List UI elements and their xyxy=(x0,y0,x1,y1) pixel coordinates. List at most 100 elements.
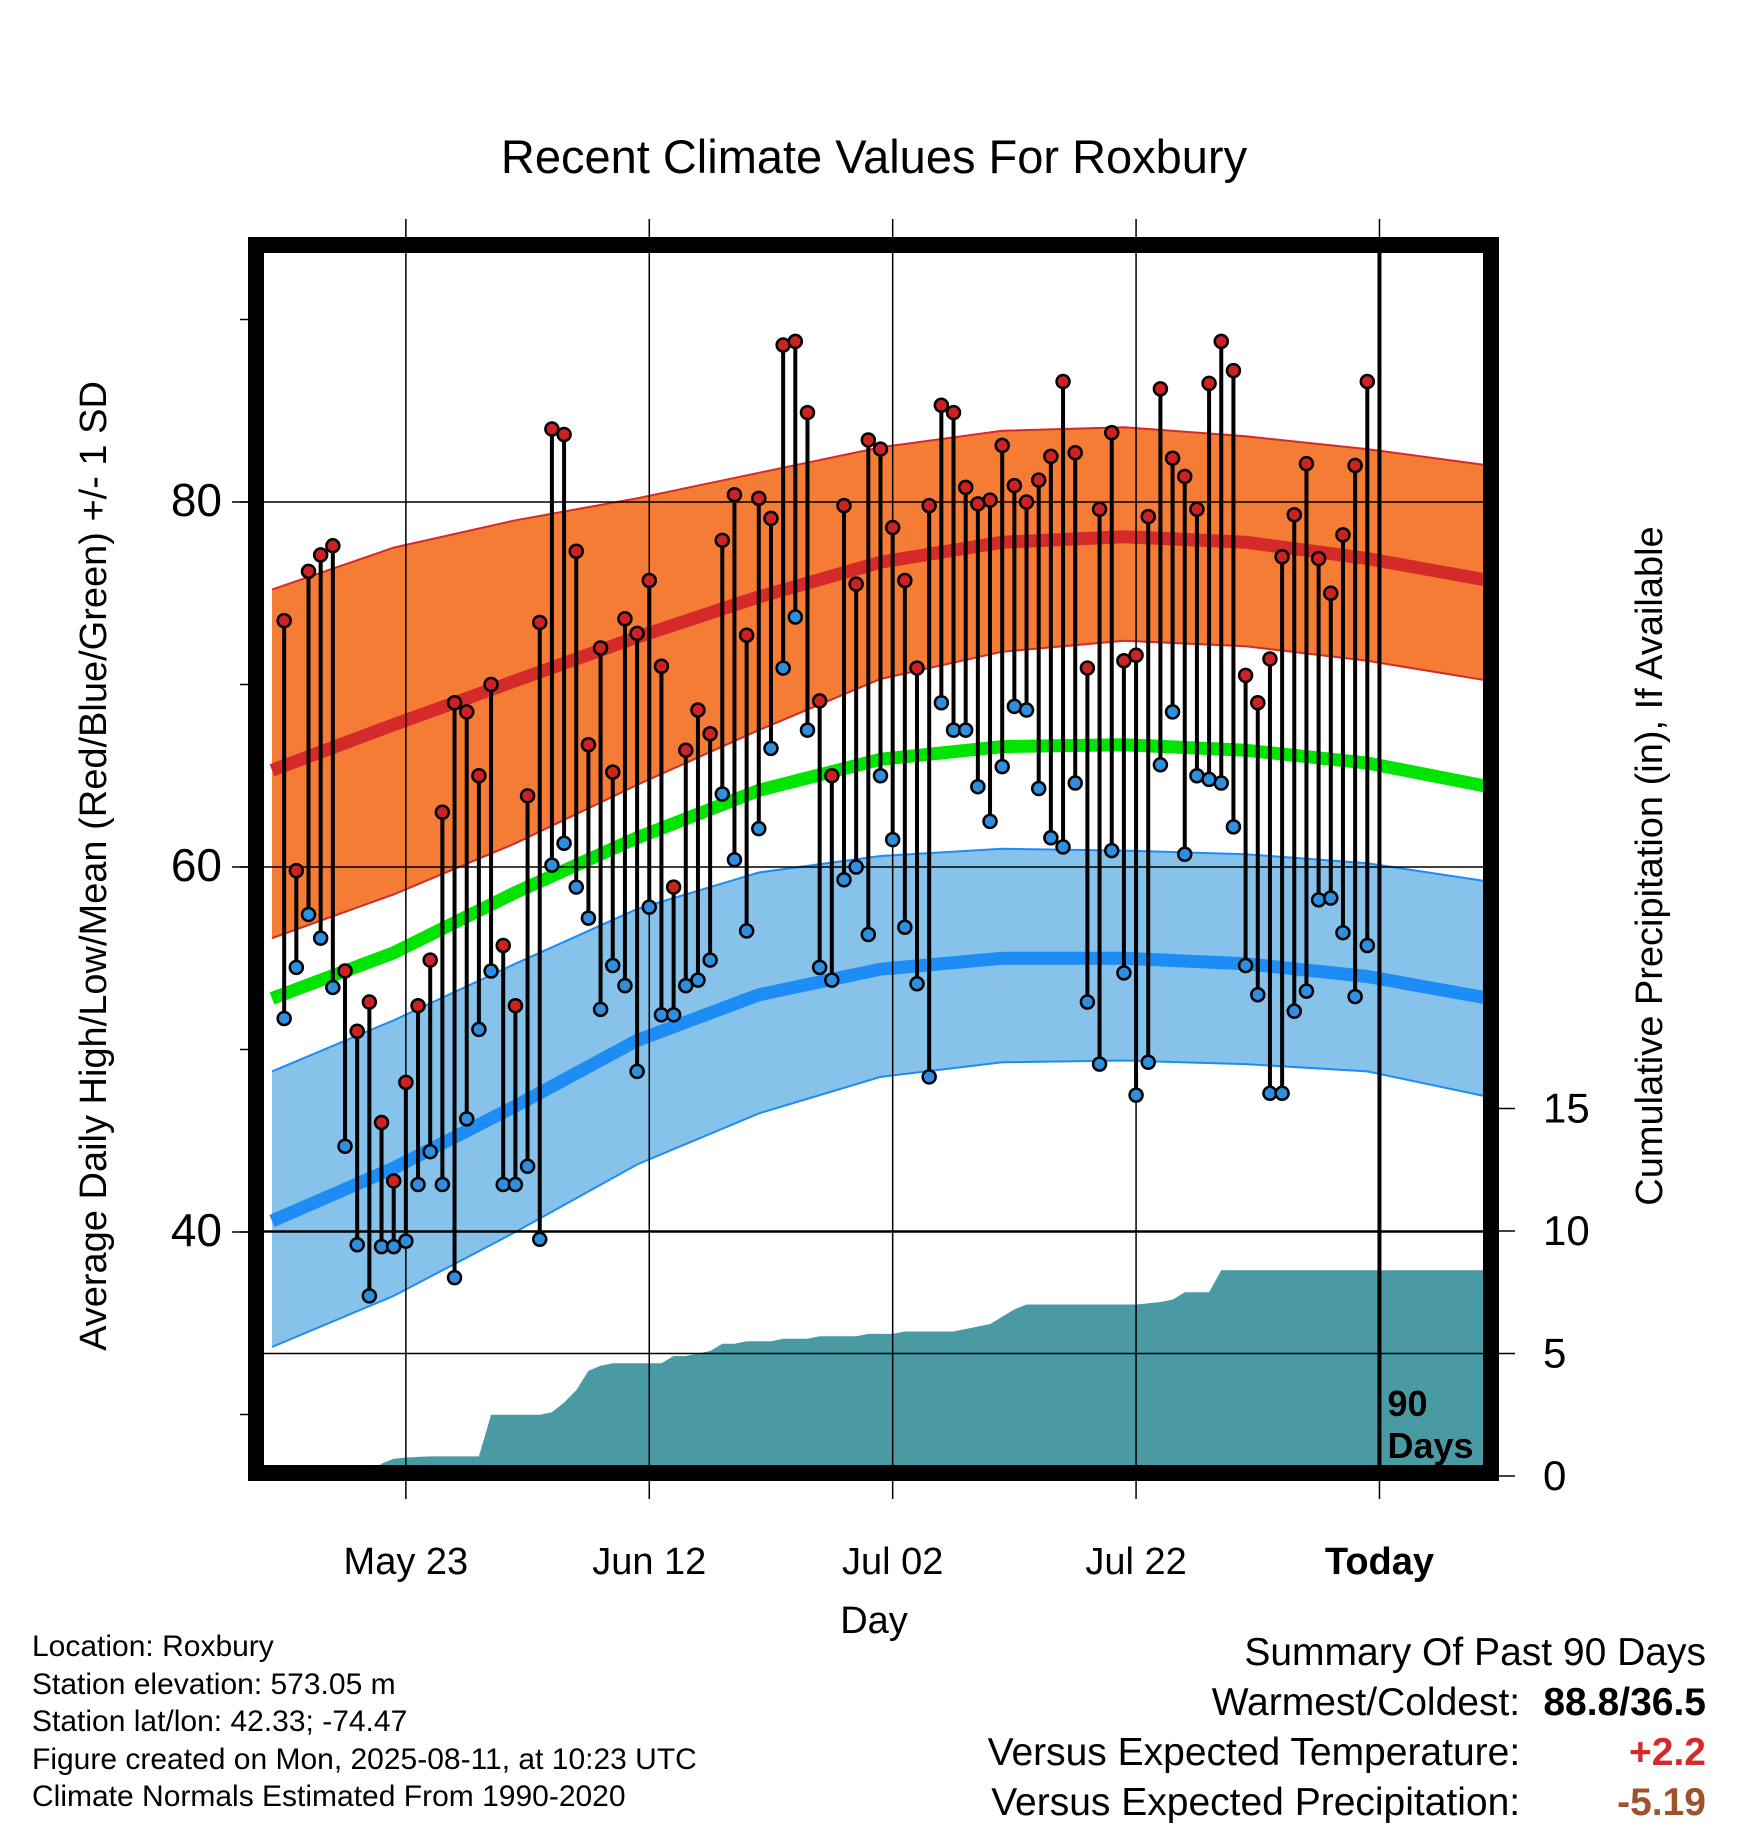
daily-low-point xyxy=(787,609,804,625)
created-text: Figure created on Mon, 2025-08-11, at 10… xyxy=(32,1742,697,1776)
daily-low-point xyxy=(617,977,633,994)
latlon-text: Station lat/lon: 42.33; -74.47 xyxy=(32,1705,408,1738)
daily-low-point xyxy=(1250,987,1266,1003)
daily-low-point xyxy=(1225,819,1242,835)
temp-anomaly-value: +2.2 xyxy=(1629,1731,1706,1774)
daily-high-point xyxy=(1213,333,1230,350)
daily-high-point xyxy=(276,612,292,629)
daily-high-point xyxy=(945,404,962,421)
daily-high-point xyxy=(288,862,305,879)
daily-low-point xyxy=(446,1269,463,1286)
daily-low-point xyxy=(1286,1003,1303,1019)
daily-low-point xyxy=(957,722,974,738)
daily-high-point xyxy=(726,486,743,503)
daily-high-point xyxy=(1067,444,1083,461)
daily-high-point xyxy=(337,963,353,979)
daily-low-point xyxy=(1079,994,1096,1010)
daily-low-point xyxy=(799,722,816,738)
daily-high-point xyxy=(1030,472,1047,488)
warm-cold-value: 88.8/36.5 xyxy=(1543,1681,1706,1724)
daily-high-point xyxy=(653,658,670,674)
daily-low-point xyxy=(811,959,828,976)
daily-high-point xyxy=(872,441,889,457)
daily-low-point xyxy=(872,768,889,784)
today-days-unit: Days xyxy=(1387,1425,1473,1466)
x-tick-label: Jul 22 xyxy=(1085,1541,1186,1583)
daily-high-point xyxy=(933,397,950,414)
daily-low-point xyxy=(1237,957,1254,974)
daily-low-point xyxy=(288,959,305,976)
daily-low-point xyxy=(544,857,560,873)
precip-anomaly-row: Versus Expected Precipitation: -5.19 xyxy=(988,1778,1706,1828)
daily-high-point xyxy=(385,1173,402,1189)
daily-high-point xyxy=(349,1023,365,1039)
daily-high-point xyxy=(1128,647,1144,664)
daily-low-point xyxy=(702,952,718,968)
daily-low-point xyxy=(1128,1087,1144,1103)
daily-low-point xyxy=(434,1176,451,1193)
daily-high-point xyxy=(1347,457,1363,474)
daily-high-point xyxy=(1164,450,1181,466)
daily-high-point xyxy=(860,432,877,448)
daily-low-point xyxy=(325,979,341,996)
daily-high-point xyxy=(1091,501,1108,518)
daily-high-point xyxy=(811,693,828,709)
daily-low-point xyxy=(1018,702,1035,718)
daily-low-point xyxy=(410,1176,426,1193)
daily-low-point xyxy=(909,976,925,992)
daily-high-point xyxy=(446,695,463,711)
daily-high-point xyxy=(957,479,974,496)
daily-high-point xyxy=(1298,455,1315,472)
daily-high-point xyxy=(836,497,852,514)
daily-high-point xyxy=(1201,375,1217,392)
daily-low-point xyxy=(1043,830,1059,846)
precip-area xyxy=(256,1270,1491,1473)
daily-low-point xyxy=(507,1176,524,1193)
daily-high-point xyxy=(471,768,487,784)
precip-anomaly-label: Versus Expected Precipitation: xyxy=(991,1781,1521,1824)
daily-low-point xyxy=(483,963,499,979)
daily-low-point xyxy=(714,786,731,802)
daily-high-point xyxy=(531,614,548,631)
precip-anomaly-value: -5.19 xyxy=(1617,1781,1706,1824)
daily-high-point xyxy=(909,660,925,676)
daily-low-point xyxy=(1164,704,1181,720)
daily-high-point xyxy=(1335,527,1351,543)
plot-frame xyxy=(248,237,1499,1481)
daily-high-point xyxy=(1310,550,1327,567)
daily-high-point xyxy=(1079,660,1096,676)
daily-low-point xyxy=(580,910,597,926)
daily-low-point xyxy=(361,1288,378,1304)
daily-low-point xyxy=(1323,890,1339,906)
daily-high-point xyxy=(799,404,816,421)
x-axis-title: Day xyxy=(840,1600,908,1642)
daily-low-point xyxy=(300,906,317,923)
daily-high-point xyxy=(994,437,1010,454)
elevation-text: Station elevation: 573.05 m xyxy=(32,1667,396,1701)
daily-low-point xyxy=(1055,839,1071,855)
daily-high-point xyxy=(495,937,511,954)
daily-low-point xyxy=(1103,842,1120,859)
daily-low-point xyxy=(556,835,572,852)
today-days-number: 90 xyxy=(1387,1383,1427,1424)
daily-low-point xyxy=(592,1001,609,1018)
warm-cold-row: Warmest/Coldest: 88.8/36.5 xyxy=(988,1678,1706,1728)
daily-high-point xyxy=(1359,373,1376,390)
daily-high-point xyxy=(483,676,499,693)
daily-low-point xyxy=(860,926,877,943)
daily-high-point xyxy=(1373,0,1386,7)
daily-low-point xyxy=(1116,965,1132,981)
y2-tick-label: 5 xyxy=(1543,1330,1566,1377)
summary-panel: Summary Of Past 90 Days Warmest/Coldest:… xyxy=(988,1628,1706,1828)
daily-low-point xyxy=(751,820,767,837)
daily-low-point xyxy=(1067,775,1083,791)
station-info: Location: Roxbury Station elevation: 573… xyxy=(32,1628,697,1816)
daily-high-point xyxy=(824,768,840,784)
daily-high-point xyxy=(897,572,913,589)
daily-low-point xyxy=(921,1069,937,1085)
daily-low-point xyxy=(1310,892,1327,908)
daily-high-point xyxy=(848,576,864,592)
daily-high-point xyxy=(1262,651,1278,667)
daily-low-point xyxy=(519,1158,536,1175)
